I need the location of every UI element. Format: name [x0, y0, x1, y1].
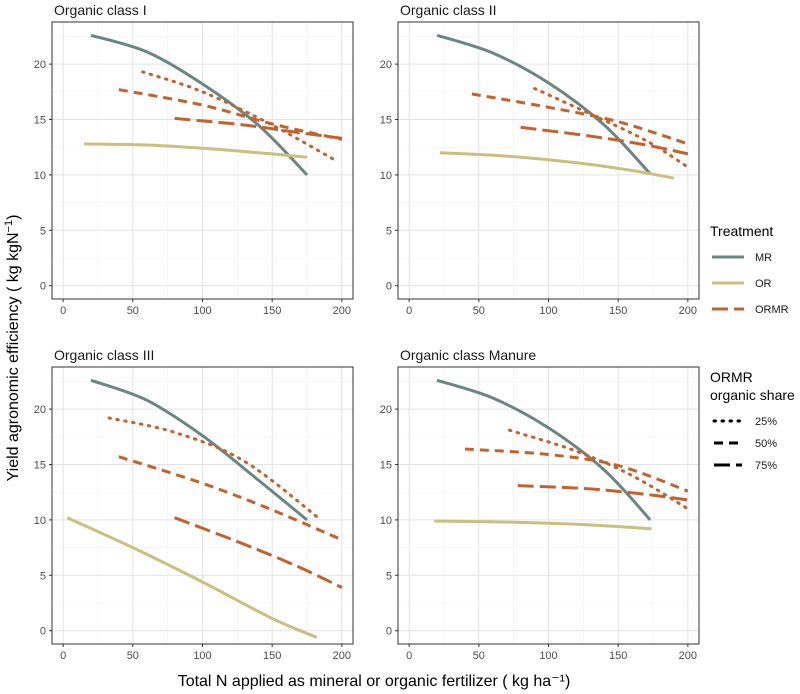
y-tick-label: 20 [34, 59, 46, 71]
legend-treatment: Treatment MR OR ORMR [710, 223, 789, 316]
legend-share-title-line2: organic share [710, 387, 795, 403]
x-tick-label: 200 [333, 650, 351, 662]
series-line-ormr-75- [174, 116, 343, 140]
series-line-ormr-75- [517, 484, 689, 502]
panel-border [51, 21, 354, 300]
y-tick-label: 15 [380, 460, 392, 472]
x-tick-label: 150 [263, 650, 281, 662]
x-tick-label: 100 [193, 305, 211, 317]
y-tick-label: 5 [40, 570, 46, 582]
x-tick-label: 200 [679, 305, 697, 317]
x-tick-label: 50 [473, 305, 485, 317]
x-tick-label: 200 [333, 305, 351, 317]
series-line-mr [90, 378, 308, 522]
x-tick-label: 200 [679, 650, 697, 662]
legend-label-mr: MR [755, 252, 772, 264]
series-line-ormr-50- [118, 455, 343, 542]
panel: 0 50 100 150 200 0 5 10 15 20 Organic class II [380, 2, 700, 317]
y-axis-title-close: ) [5, 215, 22, 220]
panel: 0 50 100 150 200 0 5 10 15 20 Organic class I [34, 2, 354, 317]
series-line-ormr-25- [141, 70, 340, 164]
x-tick-label: 100 [539, 305, 557, 317]
y-tick-label: 20 [380, 404, 392, 416]
x-tick-label: 150 [263, 305, 281, 317]
y-tick-label: 15 [380, 115, 392, 127]
legend-share-label: 50% [755, 438, 777, 450]
series-line-ormr-50- [471, 92, 689, 146]
legend-share-label: 25% [755, 416, 777, 428]
x-tick-label: 150 [609, 305, 627, 317]
x-tick-label: 50 [473, 650, 485, 662]
y-tick-label: 10 [380, 170, 392, 182]
panel: 0 50 100 150 200 0 5 10 15 20 Organic class III [34, 347, 354, 662]
series-line-or [84, 142, 308, 159]
y-tick-label: 5 [40, 225, 46, 237]
x-tick-label: 100 [539, 650, 557, 662]
panel: 0 50 100 150 200 0 5 10 15 20 Organic class Manure [380, 347, 700, 662]
legend-share-label: 75% [755, 460, 777, 472]
x-tick-label: 150 [609, 650, 627, 662]
series-line-mr [436, 378, 652, 521]
y-axis-title-main: Yield agronomic efficiency ( kg kgN [5, 232, 22, 481]
y-tick-label: 0 [386, 281, 392, 293]
series-line-ormr-25- [533, 87, 690, 169]
y-tick-label: 0 [386, 626, 392, 638]
series-line-ormr-50- [464, 447, 689, 493]
x-tick-label: 0 [60, 305, 66, 317]
y-axis-title-sup: −1 [3, 220, 15, 233]
panel-title: Organic class II [400, 2, 496, 18]
panel-title: Organic class I [54, 2, 147, 18]
y-tick-label: 15 [34, 460, 46, 472]
series-line-ormr-75- [520, 125, 689, 156]
x-tick-label: 0 [60, 650, 66, 662]
panel-border [51, 366, 354, 645]
y-tick-label: 0 [40, 281, 46, 293]
y-tick-label: 10 [34, 515, 46, 527]
series-line-ormr-75- [174, 516, 343, 589]
y-tick-label: 0 [40, 626, 46, 638]
series-line-mr [436, 33, 652, 175]
panel-title: Organic class III [54, 347, 154, 363]
series-line-ormr-25- [508, 428, 690, 511]
panel-border [397, 366, 700, 645]
x-axis-title: Total N applied as mineral or organic fe… [178, 673, 571, 690]
y-tick-label: 20 [380, 59, 392, 71]
legend-share: ORMR organic share 25% 50% 75% [710, 369, 795, 472]
y-tick-label: 5 [386, 570, 392, 582]
legend-label-ormr: ORMR [755, 304, 789, 316]
x-tick-label: 0 [406, 650, 412, 662]
series-line-ormr-25- [107, 416, 323, 522]
x-tick-label: 0 [406, 305, 412, 317]
x-tick-label: 50 [127, 650, 139, 662]
legend-treatment-title: Treatment [710, 223, 773, 239]
y-tick-label: 10 [380, 515, 392, 527]
legend-share-title-line1: ORMR [710, 369, 753, 385]
series-line-or [66, 516, 318, 639]
y-tick-label: 15 [34, 115, 46, 127]
x-tick-label: 50 [127, 305, 139, 317]
y-tick-label: 20 [34, 404, 46, 416]
x-tick-label: 100 [193, 650, 211, 662]
series-line-or [439, 151, 675, 180]
panel-border [397, 21, 700, 300]
y-tick-label: 5 [386, 225, 392, 237]
legend-label-or: OR [755, 278, 772, 290]
series-line-ormr-50- [118, 88, 343, 141]
y-tick-label: 10 [34, 170, 46, 182]
panel-title: Organic class Manure [400, 347, 536, 363]
series-line-or [434, 519, 652, 531]
series-line-mr [90, 33, 309, 176]
y-axis-title: Yield agronomic efficiency ( kg kgN−1) [3, 215, 22, 482]
